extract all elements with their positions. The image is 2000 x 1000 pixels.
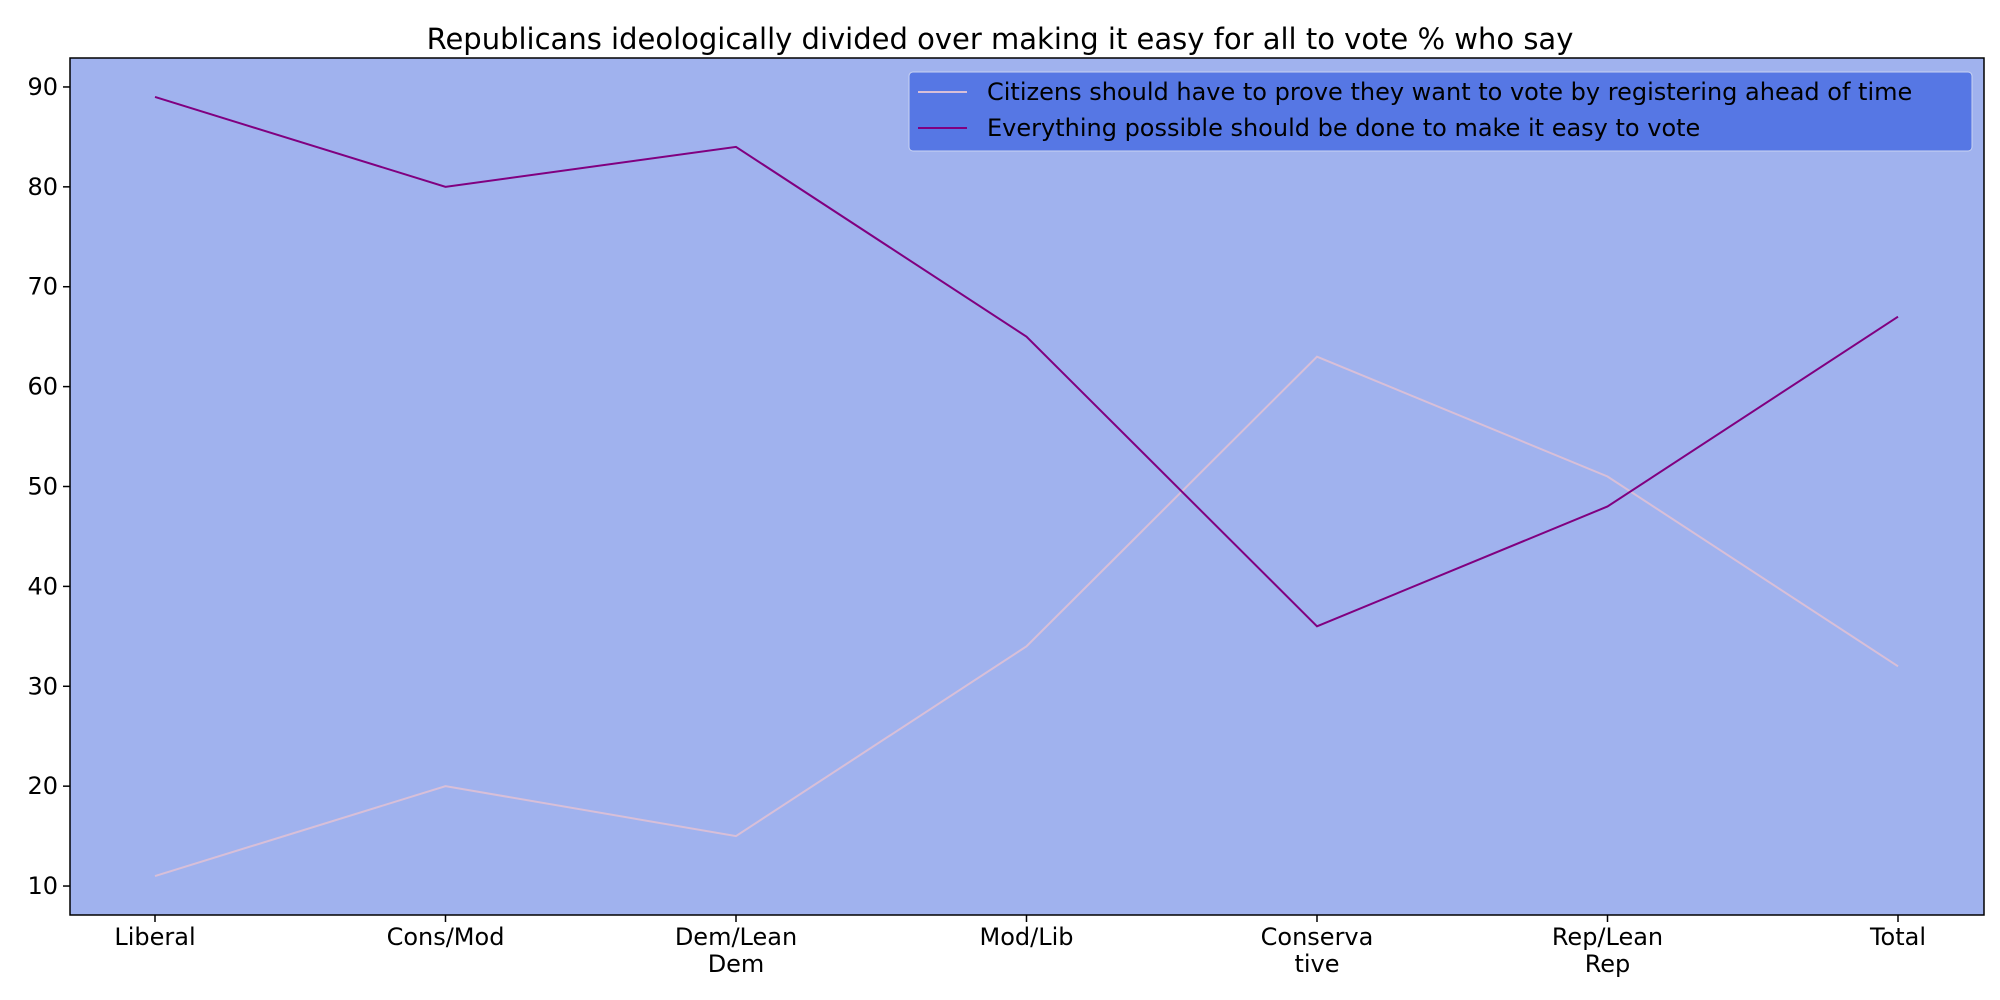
y-tick-label: 70 xyxy=(27,273,58,301)
x-axis: Liberal Cons/Mod Dem/Lean Dem Mod/Lib Conserv… xyxy=(114,915,1926,978)
series-lines xyxy=(154,95,1899,878)
y-tick-label: 10 xyxy=(27,872,58,900)
y-axis: 10 20 30 40 50 60 70 80 90 xyxy=(27,73,70,900)
legend-label: Everything possible should be done to ma… xyxy=(987,114,1700,142)
legend-box xyxy=(908,71,1973,152)
legend-label: Citizens should have to prove they want … xyxy=(987,78,1912,106)
x-tick-label: Total xyxy=(1869,923,1926,951)
y-tick-label: 20 xyxy=(27,772,58,800)
plot-area xyxy=(69,57,1985,916)
y-tick-label: 80 xyxy=(27,173,58,201)
chart-title: Republicans ideologically divided over m… xyxy=(427,22,1574,56)
x-tick-label: Mod/Lib xyxy=(980,923,1074,951)
x-tick-label: Cons/Mod xyxy=(387,923,505,951)
legend: Citizens should have to prove they want … xyxy=(908,71,1973,152)
series-line-0 xyxy=(154,355,1899,878)
x-tick-label: Liberal xyxy=(114,923,195,951)
series-line-1 xyxy=(154,95,1899,628)
x-tick-label: Dem/Lean Dem xyxy=(675,923,797,978)
x-tick-label: Conserva tive xyxy=(1261,923,1374,978)
y-tick-label: 40 xyxy=(27,572,58,600)
y-tick-label: 60 xyxy=(27,373,58,401)
y-tick-label: 50 xyxy=(27,473,58,501)
y-tick-label: 90 xyxy=(27,73,58,101)
y-tick-label: 30 xyxy=(27,672,58,700)
x-tick-label: Rep/Lean Rep xyxy=(1552,923,1663,978)
